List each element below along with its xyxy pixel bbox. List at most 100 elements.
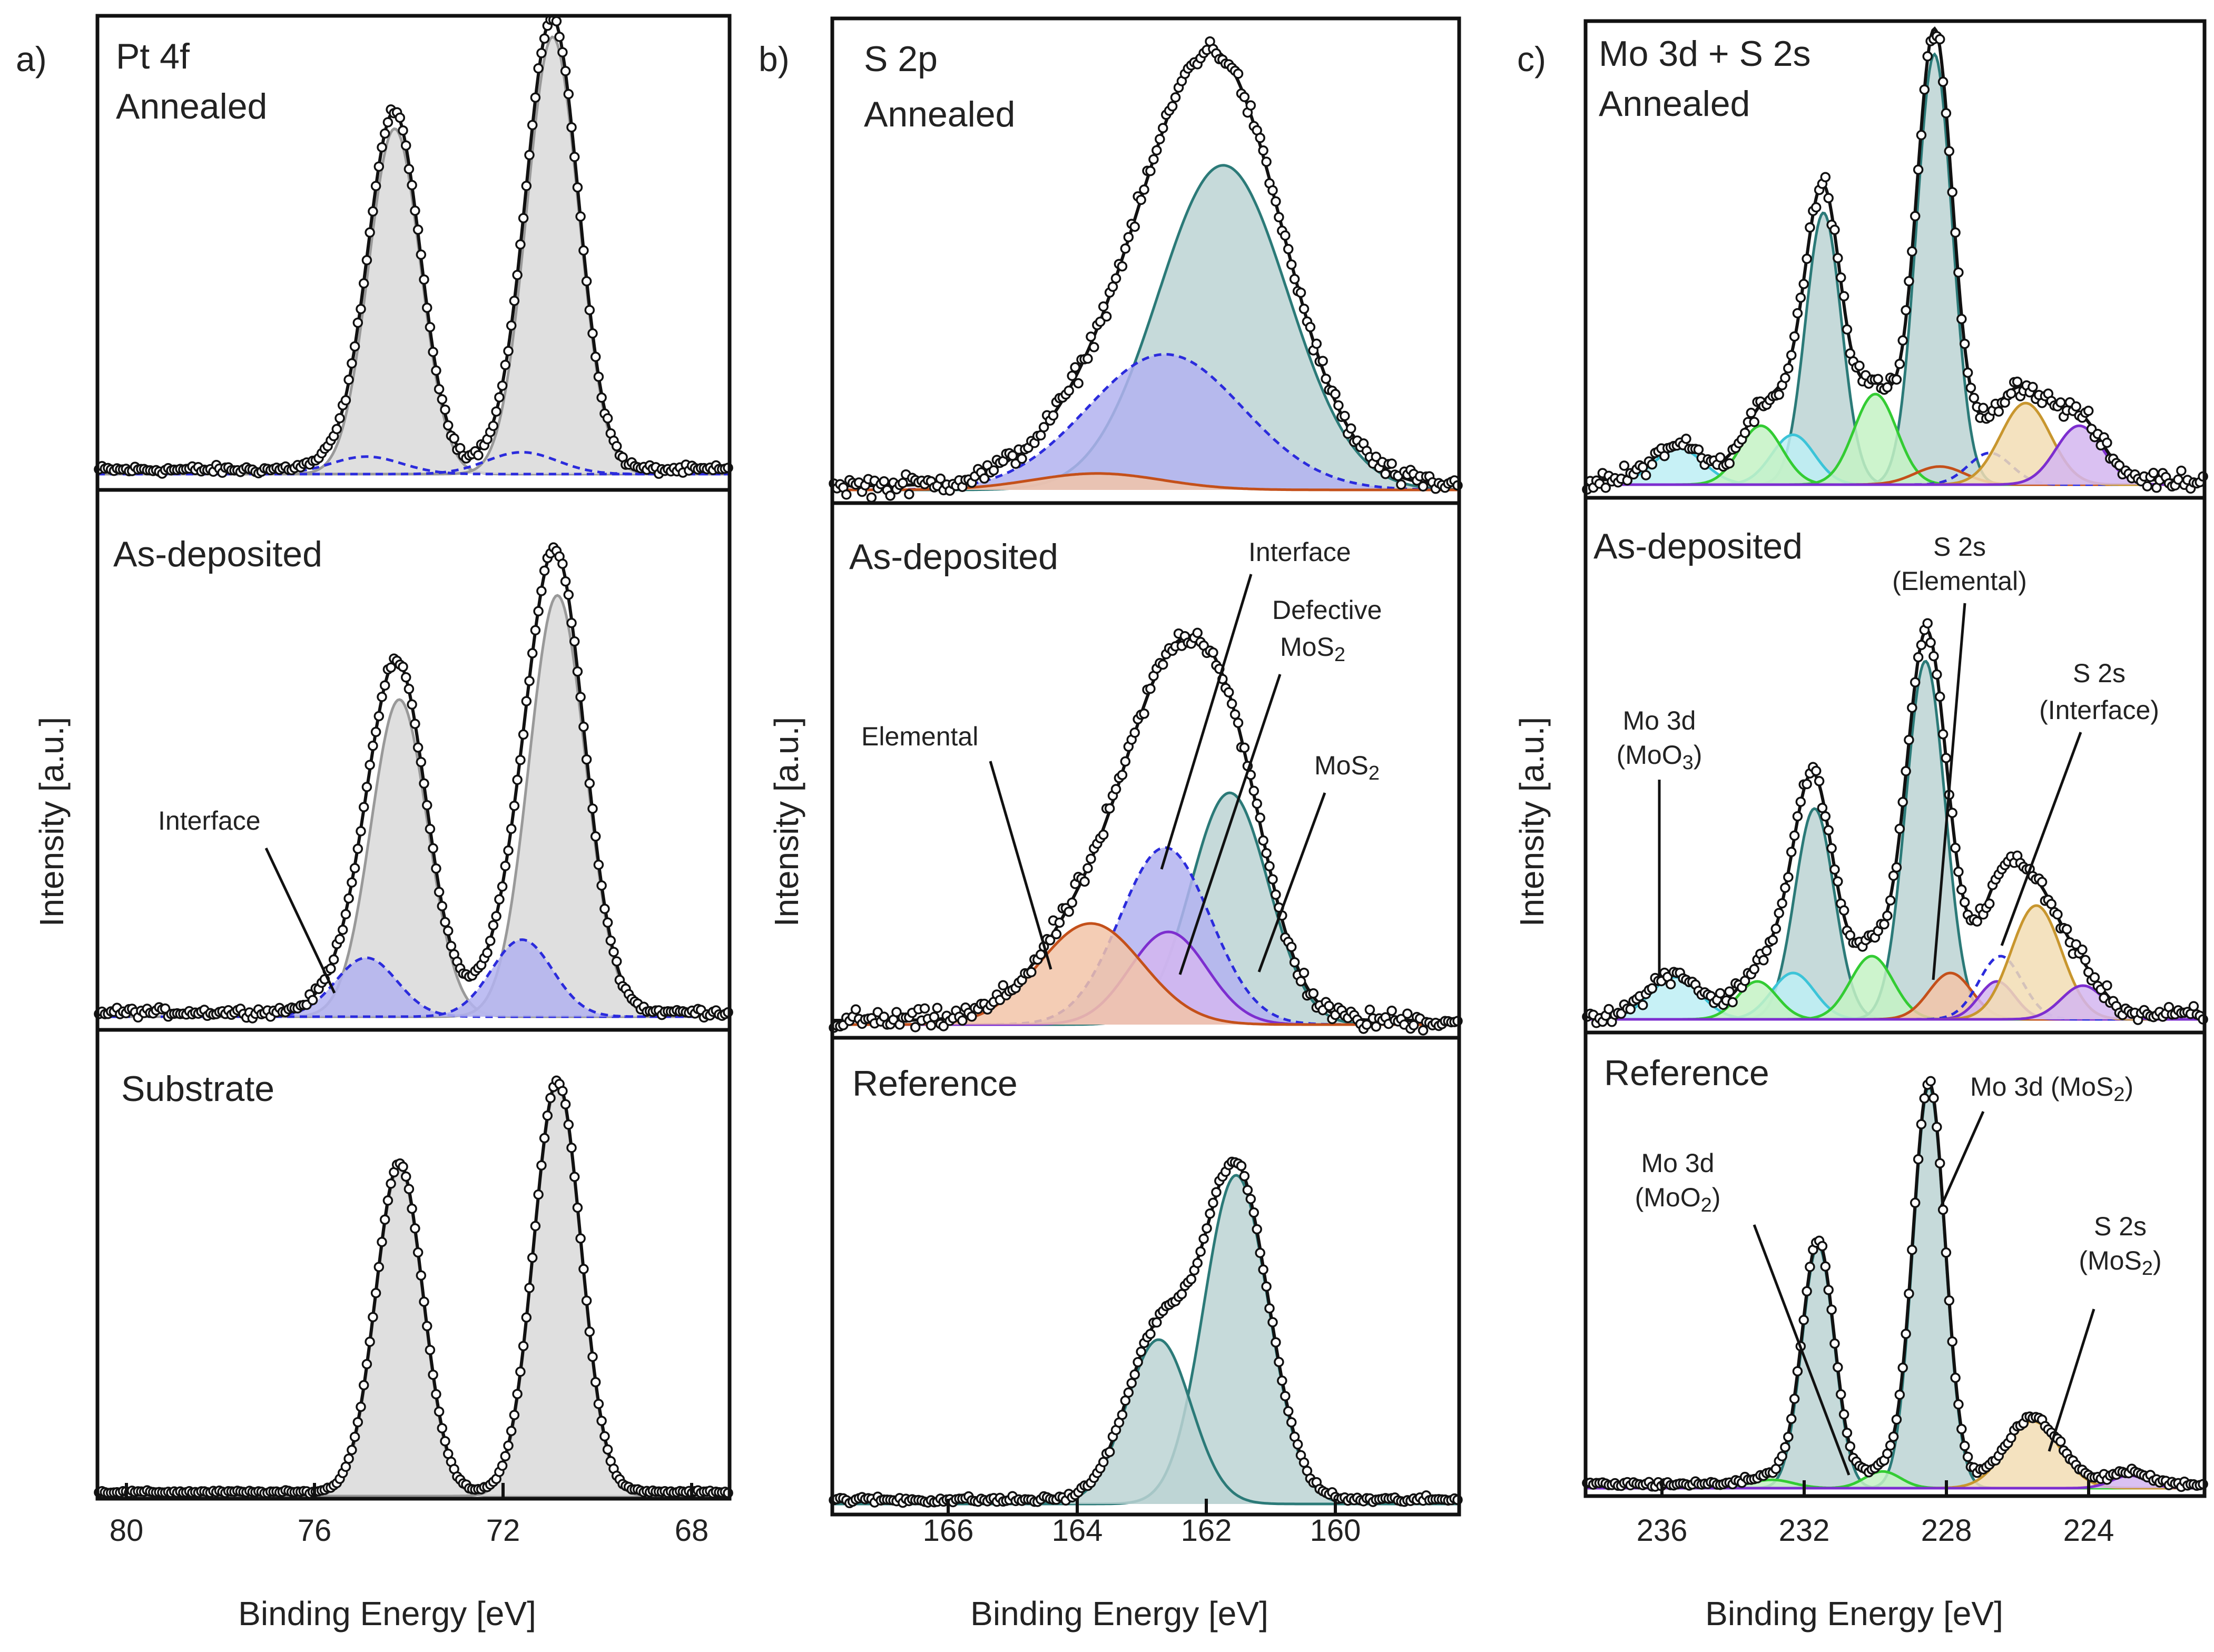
panel-b-defective-leader — [1178, 674, 1282, 975]
data-point — [557, 558, 568, 569]
data-point — [611, 441, 622, 451]
data-point — [1897, 1362, 1908, 1373]
data-point — [1833, 876, 1843, 887]
data-point — [566, 617, 577, 628]
data-point — [1947, 186, 1957, 198]
data-point — [590, 1376, 601, 1388]
data-point — [1229, 709, 1241, 720]
data-point — [2012, 376, 2023, 387]
data-point — [1152, 1317, 1162, 1328]
data-point — [1826, 1304, 1837, 1315]
data-point — [421, 302, 432, 313]
data-point — [569, 152, 580, 162]
component-fill — [832, 923, 1459, 1025]
panel-c-s2s-elemental-leader — [1932, 603, 1966, 980]
data-point — [2061, 924, 2072, 935]
data-point — [356, 1401, 366, 1412]
component-fill — [832, 165, 1459, 490]
data-point — [1953, 1399, 1964, 1410]
data-point — [566, 1143, 577, 1153]
data-point — [404, 684, 415, 694]
data-point — [1838, 291, 1849, 302]
data-point — [1110, 784, 1121, 794]
data-point — [1255, 1247, 1265, 1258]
data-point — [491, 911, 501, 922]
data-point — [412, 224, 424, 235]
panel-c-letter: c) — [1517, 40, 1546, 78]
data-point — [373, 711, 385, 722]
data-point — [1802, 1286, 1812, 1297]
data-point — [1064, 385, 1074, 396]
data-point — [1792, 811, 1803, 822]
data-point — [1123, 232, 1134, 242]
data-point — [1891, 374, 1902, 385]
data-point — [1944, 146, 1955, 156]
data-point — [347, 358, 357, 369]
data-point — [1264, 861, 1275, 872]
data-point — [1950, 1372, 1961, 1383]
data-point — [331, 424, 342, 435]
data-point — [879, 476, 889, 487]
data-point — [1051, 929, 1062, 940]
panel-c-s2s-elemental-annotation: S 2s — [1933, 532, 1986, 562]
data-point — [1117, 1409, 1128, 1420]
data-point — [382, 117, 393, 127]
data-point — [1120, 756, 1131, 767]
data-point — [1317, 356, 1328, 366]
data-point — [506, 1425, 517, 1437]
data-point — [1026, 967, 1037, 978]
data-point — [584, 1326, 595, 1337]
data-point — [1129, 221, 1140, 232]
component-fill — [1586, 661, 2205, 1019]
panel-a-xticks: 80 76 72 68 — [110, 1483, 709, 1548]
data-point — [377, 142, 387, 153]
panel-a-xtick-label: 68 — [675, 1513, 709, 1548]
data-point — [1937, 729, 1949, 740]
data-point — [368, 741, 378, 751]
data-point — [1048, 410, 1059, 421]
data-point — [1919, 1093, 1930, 1104]
data-point — [1953, 267, 1964, 278]
panel-c-mo3d-mos2-subscript: 2 — [2113, 1084, 2124, 1106]
data-point — [1873, 373, 1883, 385]
data-point — [533, 1189, 544, 1200]
data-point — [602, 917, 613, 928]
panel-b-annealed-label: Annealed — [864, 94, 1015, 134]
component-fill — [832, 848, 1459, 1025]
data-point — [2089, 972, 2100, 983]
data-point — [1145, 683, 1156, 694]
data-point — [518, 729, 529, 740]
panel-b-mos2-subscript: 2 — [1369, 762, 1380, 784]
data-point — [1345, 423, 1356, 434]
panel-c-xtick-label: 232 — [1779, 1513, 1830, 1548]
data-point — [584, 304, 595, 316]
data-point — [1774, 389, 1784, 400]
data-point — [349, 863, 360, 873]
data-point — [2102, 437, 2112, 448]
panel-c-moo3-text: (MoO — [1617, 740, 1682, 770]
data-point — [506, 320, 517, 331]
data-point — [554, 32, 565, 42]
data-point — [377, 692, 387, 702]
data-point — [1289, 274, 1300, 284]
data-point — [343, 375, 354, 385]
data-point — [1913, 652, 1924, 663]
data-point — [419, 1296, 429, 1307]
data-point — [1647, 983, 1658, 994]
data-point — [1993, 406, 2004, 417]
data-point — [373, 161, 385, 172]
data-point — [1248, 1207, 1259, 1218]
panel-a-xtick-label: 76 — [298, 1513, 332, 1548]
data-point — [358, 1380, 369, 1391]
data-point — [1418, 481, 1429, 492]
data-point — [1330, 389, 1341, 399]
subpanel-as-deposited-spectrum — [1582, 618, 2208, 1028]
data-point — [926, 1020, 937, 1031]
data-point — [2142, 481, 2153, 491]
data-point — [1928, 1093, 1939, 1104]
panel-c-xticks: 236 232 228 224 — [1637, 1480, 2114, 1548]
data-point — [1101, 311, 1112, 322]
data-point — [442, 420, 454, 431]
data-point — [1280, 230, 1291, 241]
data-point — [1665, 979, 1676, 990]
